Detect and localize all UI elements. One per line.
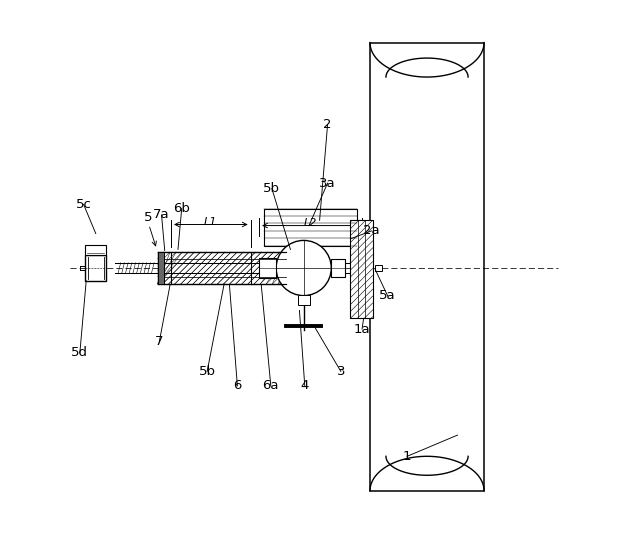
- Text: L1: L1: [204, 217, 218, 227]
- Text: 5c: 5c: [75, 198, 91, 211]
- Text: L2: L2: [303, 218, 317, 228]
- Text: 2a: 2a: [363, 225, 380, 237]
- Text: 6a: 6a: [263, 379, 279, 392]
- Text: 3a: 3a: [320, 177, 336, 190]
- Bar: [298, 295, 310, 304]
- Text: 3: 3: [337, 365, 345, 378]
- Text: 7: 7: [155, 334, 164, 348]
- Bar: [158, 252, 164, 284]
- Circle shape: [276, 241, 331, 295]
- Text: 6b: 6b: [173, 202, 190, 215]
- Text: 7a: 7a: [153, 209, 170, 221]
- Text: 1a: 1a: [353, 323, 370, 336]
- Bar: [85, 255, 106, 281]
- Text: 5: 5: [143, 211, 152, 224]
- Bar: [375, 265, 382, 271]
- Text: 5d: 5d: [71, 346, 88, 359]
- Bar: [370, 42, 484, 491]
- Bar: [158, 252, 286, 284]
- Bar: [350, 220, 373, 318]
- Bar: [85, 245, 106, 255]
- Text: 2: 2: [323, 118, 332, 131]
- Text: 5b: 5b: [263, 182, 281, 195]
- Text: 5a: 5a: [379, 289, 396, 302]
- Bar: [265, 209, 357, 245]
- Text: 5b: 5b: [198, 365, 216, 378]
- Bar: [331, 259, 345, 277]
- Text: 1: 1: [403, 450, 412, 463]
- Bar: [259, 258, 276, 278]
- Text: 6: 6: [233, 379, 242, 392]
- Text: 4: 4: [300, 379, 309, 392]
